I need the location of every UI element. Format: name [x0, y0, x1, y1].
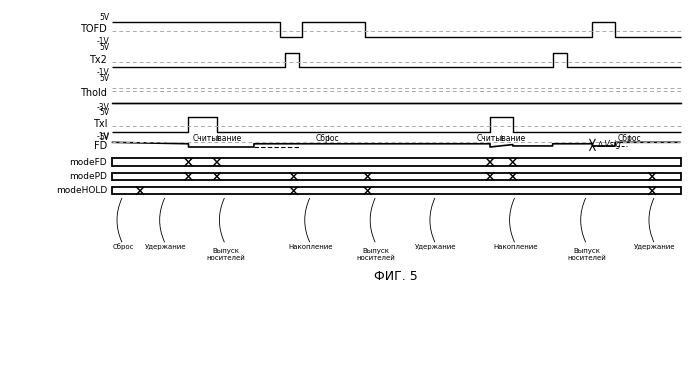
- Text: Tx2: Tx2: [89, 55, 107, 65]
- Text: TxI: TxI: [93, 119, 107, 130]
- Text: Выпуск
носителей: Выпуск носителей: [568, 248, 606, 261]
- Text: Выпуск
носителей: Выпуск носителей: [206, 248, 245, 261]
- Text: Считывание: Считывание: [477, 134, 526, 143]
- Text: Сброс: Сброс: [316, 134, 340, 143]
- Text: Thold: Thold: [80, 88, 107, 98]
- Text: Считывание: Считывание: [192, 134, 242, 143]
- Text: 5V: 5V: [99, 43, 110, 52]
- Text: -3V: -3V: [96, 103, 110, 112]
- Text: TOFD: TOFD: [80, 24, 107, 34]
- Text: modePD: modePD: [69, 172, 107, 181]
- Text: Удержание: Удержание: [634, 243, 676, 250]
- Text: FD: FD: [94, 141, 107, 151]
- Text: modeHOLD: modeHOLD: [56, 186, 107, 195]
- Text: Выпуск
носителей: Выпуск носителей: [357, 248, 396, 261]
- Text: -1V: -1V: [96, 37, 110, 46]
- Text: Сброс: Сброс: [618, 134, 641, 143]
- Text: 5V: 5V: [99, 74, 110, 83]
- Text: -1V: -1V: [96, 132, 110, 141]
- Text: modeFD: modeFD: [69, 157, 107, 166]
- Text: Накопление: Накопление: [289, 243, 333, 250]
- Text: -1V: -1V: [96, 67, 110, 77]
- Text: Сброс: Сброс: [113, 243, 134, 250]
- Text: ФИГ. 5: ФИГ. 5: [374, 270, 418, 283]
- Text: 5V: 5V: [99, 13, 110, 22]
- Text: ∆ Vsig: ∆ Vsig: [597, 140, 621, 149]
- Text: 5V: 5V: [99, 133, 110, 142]
- Text: Накопление: Накопление: [493, 243, 538, 250]
- Text: Удержание: Удержание: [415, 243, 456, 250]
- Text: 5V: 5V: [99, 108, 110, 117]
- Text: Удержание: Удержание: [145, 243, 187, 250]
